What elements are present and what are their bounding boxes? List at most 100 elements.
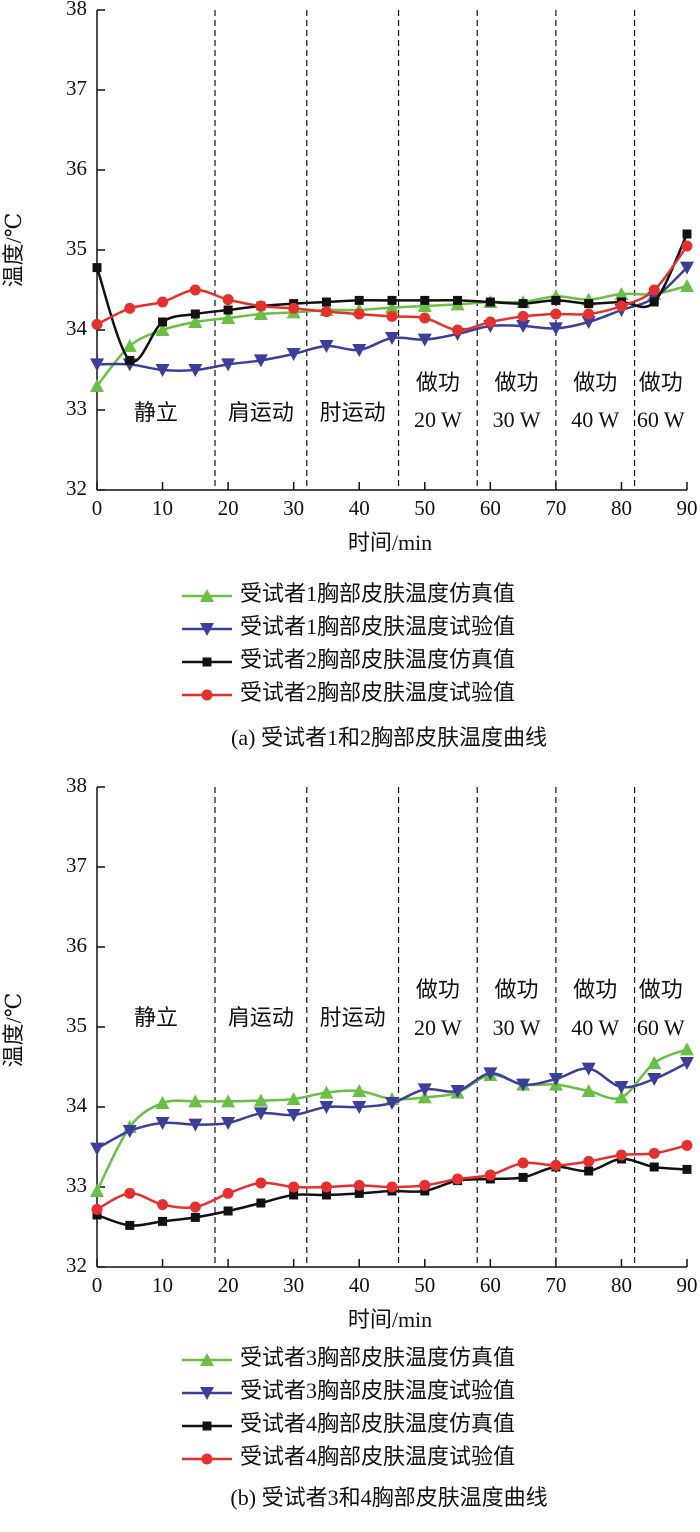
phase-label: 做功 xyxy=(495,370,539,395)
phase-label: 做功 xyxy=(573,370,617,395)
marker xyxy=(385,1097,399,1110)
x-tick-label: 80 xyxy=(611,1273,632,1297)
marker xyxy=(222,1187,234,1199)
series-line xyxy=(96,1144,688,1211)
marker xyxy=(223,1206,233,1216)
marker xyxy=(91,318,103,330)
marker xyxy=(385,300,399,314)
legend-label: 受试者2胸部皮肤温度仿真值 xyxy=(240,647,515,672)
x-tick-label: 60 xyxy=(480,1273,501,1297)
marker xyxy=(419,1179,431,1191)
marker xyxy=(189,284,201,296)
marker xyxy=(124,302,136,314)
phase-label: 做功 xyxy=(416,977,460,1002)
y-tick-label: 38 xyxy=(66,773,87,797)
legend-marker xyxy=(202,657,212,667)
x-tick-label: 50 xyxy=(414,1273,435,1297)
x-tick-label: 90 xyxy=(677,496,698,520)
marker xyxy=(158,317,168,327)
y-tick-label: 32 xyxy=(66,1253,87,1277)
marker xyxy=(157,1199,169,1211)
marker xyxy=(288,1181,300,1193)
marker xyxy=(253,1107,268,1121)
marker xyxy=(682,1164,692,1174)
marker xyxy=(581,1062,596,1076)
marker xyxy=(420,295,430,305)
marker xyxy=(420,1186,430,1196)
marker xyxy=(353,308,365,320)
y-tick-label: 37 xyxy=(66,853,87,877)
y-tick-label: 37 xyxy=(66,76,87,100)
x-tick-label: 70 xyxy=(545,496,566,520)
y-tick-label: 38 xyxy=(66,0,87,20)
marker xyxy=(352,1101,367,1114)
series-line xyxy=(95,1048,688,1192)
marker xyxy=(517,310,529,322)
marker xyxy=(419,312,431,324)
x-tick-label: 20 xyxy=(218,1273,239,1297)
y-axis-label: 温度/℃ xyxy=(1,213,26,288)
marker xyxy=(158,1216,168,1226)
marker xyxy=(387,295,397,305)
marker xyxy=(485,297,495,307)
marker xyxy=(680,261,694,275)
y-tick-label: 36 xyxy=(66,156,87,180)
phase-label: 做功 xyxy=(495,977,539,1002)
marker xyxy=(386,1181,398,1193)
marker xyxy=(417,1083,432,1097)
x-axis-label: 时间/min xyxy=(348,1307,432,1332)
marker xyxy=(681,240,693,252)
x-tick-label: 20 xyxy=(218,496,239,520)
marker xyxy=(125,1220,135,1230)
phase-label: 30 W xyxy=(493,1015,541,1040)
y-tick-label: 34 xyxy=(66,1093,88,1117)
legend-label: 受试者2胸部皮肤温度试验值 xyxy=(240,680,515,705)
x-tick-label: 0 xyxy=(92,1273,103,1297)
marker xyxy=(90,1142,104,1156)
marker xyxy=(385,332,399,345)
x-tick-label: 60 xyxy=(480,496,501,520)
marker xyxy=(221,1117,236,1130)
phase-label: 60 W xyxy=(637,1015,685,1040)
x-tick-label: 40 xyxy=(349,1273,370,1297)
phase-label: 做功 xyxy=(639,977,683,1002)
marker xyxy=(648,284,660,296)
marker xyxy=(584,1166,594,1176)
legend-marker xyxy=(201,689,213,701)
marker xyxy=(155,1096,170,1109)
marker xyxy=(483,1067,498,1081)
marker xyxy=(614,1081,629,1094)
marker xyxy=(550,308,562,320)
marker xyxy=(253,307,268,320)
marker xyxy=(614,287,629,300)
marker xyxy=(190,309,200,319)
marker xyxy=(319,1101,334,1114)
marker xyxy=(450,1085,465,1098)
phase-label: 20 W xyxy=(414,407,462,432)
marker xyxy=(124,1187,136,1199)
caption: (b) 受试者3和4胸部皮肤温度曲线 xyxy=(230,1485,547,1510)
marker xyxy=(453,295,463,305)
y-tick-label: 34 xyxy=(66,316,88,340)
marker xyxy=(190,1212,200,1222)
phase-label: 20 W xyxy=(414,1015,462,1040)
marker xyxy=(615,1149,627,1161)
legend-label: 受试者1胸部皮肤温度仿真值 xyxy=(240,581,515,606)
x-tick-label: 90 xyxy=(677,1273,698,1297)
marker xyxy=(682,229,692,239)
legend-label: 受试者3胸部皮肤温度试验值 xyxy=(240,1378,515,1403)
marker xyxy=(288,302,300,314)
marker xyxy=(286,348,301,361)
x-tick-label: 70 xyxy=(545,1273,566,1297)
marker xyxy=(548,1073,563,1086)
marker xyxy=(680,1057,694,1070)
marker xyxy=(584,299,594,309)
marker xyxy=(548,322,563,336)
x-tick-label: 40 xyxy=(349,496,370,520)
marker xyxy=(354,1188,364,1198)
marker xyxy=(647,1073,662,1086)
marker xyxy=(516,320,531,333)
marker xyxy=(417,333,432,347)
marker xyxy=(155,323,170,336)
